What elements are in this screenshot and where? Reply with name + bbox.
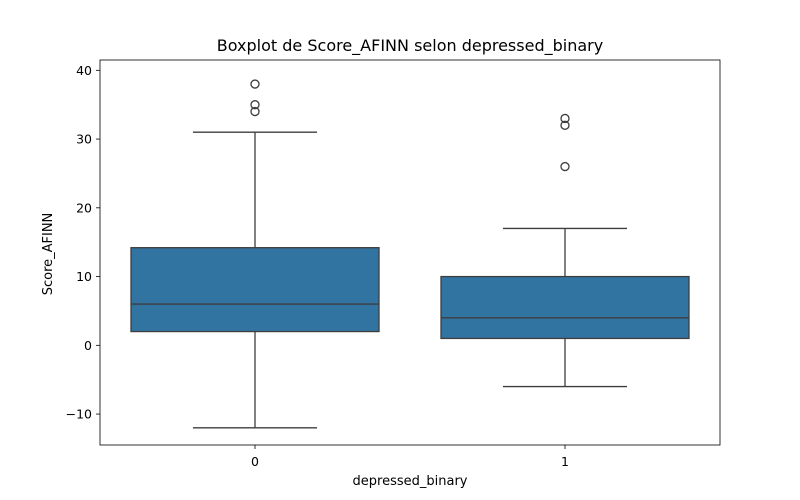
outlier-point xyxy=(250,100,260,110)
x-tick-label: 0 xyxy=(251,454,259,469)
chart-title: Boxplot de Score_AFINN selon depressed_b… xyxy=(217,36,603,56)
x-axis-label: depressed_binary xyxy=(353,474,468,489)
x-tick-label: 1 xyxy=(561,454,569,469)
axes-frame xyxy=(99,59,721,446)
outlier-point xyxy=(560,161,570,172)
box-iqr xyxy=(440,275,690,340)
outlier-point xyxy=(250,79,260,89)
outlier-point xyxy=(560,120,570,130)
y-tick-label: 20 xyxy=(76,200,92,215)
y-tick-label: 10 xyxy=(76,269,92,284)
outlier-point xyxy=(560,113,570,124)
y-tick-label: −10 xyxy=(66,407,92,422)
y-tick-label: 30 xyxy=(76,132,92,147)
y-axis-label: Score_AFINN xyxy=(41,213,56,296)
outlier-point xyxy=(250,106,260,117)
box-iqr xyxy=(130,247,380,333)
y-tick-label: 0 xyxy=(84,338,92,353)
y-tick-label: 40 xyxy=(76,63,92,78)
plot-area: −10 0 10 20 30 40 0 1 xyxy=(66,59,721,469)
